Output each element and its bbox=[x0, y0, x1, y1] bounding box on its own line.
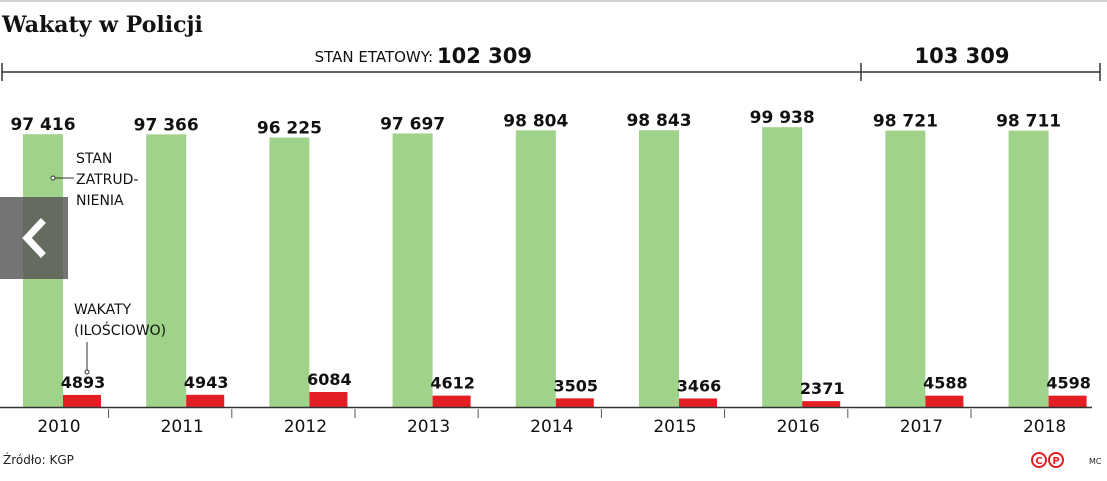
etat-value: 103 309 bbox=[915, 44, 1010, 68]
data-label-employment: 98 711 bbox=[996, 112, 1061, 132]
series-label-employment: STAN bbox=[76, 151, 112, 167]
data-label-employment: 99 938 bbox=[750, 108, 815, 128]
bar-employment bbox=[515, 130, 556, 407]
etat-value: 102 309 bbox=[437, 44, 532, 68]
data-label-employment: 97 366 bbox=[134, 115, 199, 135]
chart-title: Wakaty w Policji bbox=[2, 12, 203, 38]
data-label-employment: 98 843 bbox=[626, 111, 691, 131]
x-tick-label: 2016 bbox=[777, 417, 820, 437]
svg-text:C: C bbox=[1035, 456, 1042, 467]
x-tick-label: 2010 bbox=[37, 417, 80, 437]
data-label-vacancies: 4943 bbox=[184, 373, 229, 392]
data-label-employment: 97 416 bbox=[10, 115, 75, 135]
bar-vacancies bbox=[1048, 395, 1087, 407]
etat-label: STAN ETATOWY: bbox=[315, 48, 433, 66]
author-initials: MC bbox=[1089, 457, 1102, 466]
x-tick-label: 2015 bbox=[653, 417, 696, 437]
x-tick-label: 2017 bbox=[900, 417, 943, 437]
data-label-employment: 98 721 bbox=[873, 112, 938, 132]
data-label-vacancies: 4598 bbox=[1046, 374, 1091, 393]
bar-employment bbox=[146, 134, 187, 408]
data-label-vacancies: 4588 bbox=[923, 374, 968, 393]
bar-vacancies bbox=[925, 395, 964, 407]
bar-vacancies bbox=[432, 395, 471, 407]
series-label-vacancies: (ILOŚCIOWO) bbox=[74, 321, 166, 339]
bar-vacancies bbox=[186, 394, 225, 407]
bar-employment bbox=[639, 130, 679, 407]
x-tick-label: 2011 bbox=[161, 417, 204, 437]
bar-employment bbox=[1008, 130, 1049, 408]
bar-vacancies bbox=[679, 398, 717, 407]
series-label-vacancies: WAKATY bbox=[74, 302, 132, 318]
data-label-vacancies: 2371 bbox=[800, 379, 845, 398]
x-tick-label: 2012 bbox=[284, 417, 327, 437]
source-note: Źródło: KGP bbox=[3, 453, 74, 467]
data-label-employment: 98 804 bbox=[503, 111, 568, 131]
x-tick-label: 2013 bbox=[407, 417, 450, 437]
data-label-employment: 97 697 bbox=[380, 114, 445, 134]
bar-employment bbox=[269, 137, 310, 407]
bar-employment bbox=[885, 130, 926, 407]
data-label-vacancies: 6084 bbox=[307, 370, 352, 389]
data-label-vacancies: 4893 bbox=[61, 373, 106, 392]
bar-employment bbox=[392, 133, 433, 407]
chevron-left-icon bbox=[22, 218, 46, 258]
bar-vacancies bbox=[555, 398, 594, 407]
series-label-employment: ZATRUD- bbox=[76, 172, 138, 188]
top-rule bbox=[0, 0, 1107, 2]
annotation-dot bbox=[84, 369, 90, 375]
x-tick-label: 2014 bbox=[530, 417, 573, 437]
svg-text:P: P bbox=[1052, 456, 1059, 467]
data-label-vacancies: 4612 bbox=[430, 374, 475, 393]
data-label-employment: 96 225 bbox=[257, 119, 322, 139]
annotation-dot bbox=[50, 175, 56, 181]
x-tick-label: 2018 bbox=[1023, 417, 1066, 437]
bar-vacancies bbox=[309, 392, 348, 407]
series-label-employment: NIENIA bbox=[76, 193, 124, 209]
publisher-logo-icon: C P bbox=[1031, 452, 1064, 468]
bar-employment bbox=[762, 127, 803, 408]
previous-slide-button[interactable] bbox=[0, 197, 68, 279]
data-label-vacancies: 3466 bbox=[677, 376, 722, 395]
data-label-vacancies: 3505 bbox=[554, 376, 599, 395]
bar-vacancies bbox=[802, 401, 841, 407]
bar-vacancies bbox=[63, 394, 101, 407]
